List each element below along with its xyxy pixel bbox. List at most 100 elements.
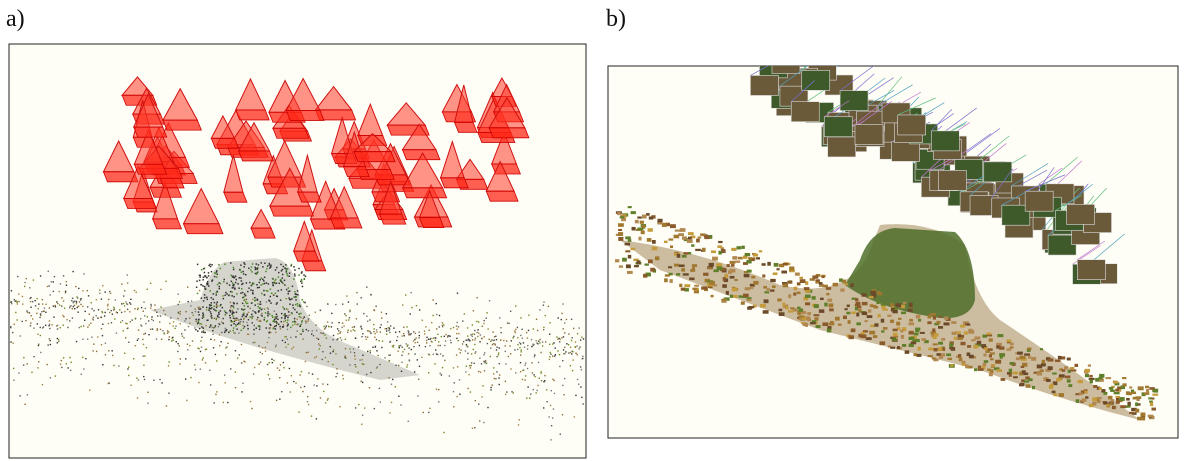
frustum-base — [403, 188, 447, 198]
point — [430, 338, 431, 339]
point — [195, 309, 196, 310]
point — [325, 357, 326, 358]
point — [102, 324, 103, 325]
point — [40, 313, 41, 314]
point — [398, 365, 399, 366]
leaf — [1050, 384, 1053, 386]
point — [245, 295, 247, 297]
point — [217, 316, 219, 318]
point — [32, 318, 33, 319]
point — [40, 327, 41, 328]
point — [286, 336, 287, 337]
point — [78, 306, 79, 307]
point — [542, 341, 543, 342]
point — [294, 323, 295, 324]
point — [381, 347, 382, 348]
point — [112, 355, 113, 356]
point — [287, 319, 289, 321]
point — [246, 322, 247, 323]
point — [376, 331, 377, 332]
point — [572, 359, 573, 360]
point — [443, 432, 444, 433]
point — [169, 336, 170, 337]
leaf — [799, 309, 804, 312]
point — [526, 397, 527, 398]
point — [36, 313, 37, 314]
leaf — [694, 285, 699, 287]
point — [313, 335, 314, 336]
leaf — [1070, 367, 1075, 369]
point — [345, 339, 346, 340]
leaf — [777, 298, 781, 301]
point — [233, 302, 235, 304]
leaf — [1140, 413, 1145, 417]
leaf — [726, 291, 729, 295]
point — [80, 326, 81, 327]
leaf — [978, 366, 981, 369]
point — [389, 332, 390, 333]
point — [506, 391, 507, 392]
point — [548, 306, 549, 307]
point — [333, 335, 334, 336]
point — [374, 310, 375, 311]
point — [136, 292, 137, 293]
leaf — [882, 309, 888, 311]
point — [199, 307, 200, 308]
leaf — [664, 278, 668, 282]
point — [408, 331, 409, 332]
point — [400, 404, 401, 405]
leaf — [1103, 392, 1107, 395]
point — [250, 401, 251, 402]
point — [478, 371, 479, 372]
leaf — [938, 347, 942, 351]
point — [240, 292, 242, 294]
point — [264, 283, 266, 285]
leaf — [1006, 340, 1011, 343]
point — [30, 325, 31, 326]
leaf — [807, 312, 811, 315]
point — [416, 305, 417, 306]
point — [74, 301, 75, 302]
frustum-base — [302, 261, 326, 271]
point — [218, 312, 220, 314]
point — [474, 334, 475, 335]
leaf — [907, 309, 912, 312]
point — [474, 339, 475, 340]
point — [533, 374, 534, 375]
point — [353, 348, 354, 349]
point — [308, 372, 309, 373]
point — [195, 369, 196, 370]
point — [349, 364, 350, 365]
point — [83, 368, 84, 369]
point — [14, 301, 15, 302]
point — [306, 352, 307, 353]
point — [303, 318, 304, 319]
frustum-base — [455, 122, 478, 132]
point — [419, 345, 420, 346]
point — [211, 271, 213, 273]
point — [291, 298, 293, 300]
point — [316, 418, 317, 419]
point — [251, 284, 253, 286]
point — [393, 327, 394, 328]
leaf — [850, 283, 853, 287]
point — [472, 428, 473, 429]
point — [227, 402, 228, 403]
point — [562, 414, 563, 415]
leaf — [794, 287, 798, 291]
point — [67, 367, 68, 368]
leaf — [989, 354, 992, 357]
point — [171, 340, 172, 341]
point — [130, 303, 131, 304]
point — [359, 359, 360, 360]
point — [578, 327, 579, 328]
point — [105, 343, 106, 344]
point — [222, 295, 223, 296]
leaf — [916, 315, 921, 319]
leaf — [958, 354, 961, 357]
leaf — [869, 296, 874, 298]
point — [308, 318, 309, 319]
point — [127, 309, 128, 310]
point — [237, 324, 239, 326]
point — [128, 375, 129, 376]
